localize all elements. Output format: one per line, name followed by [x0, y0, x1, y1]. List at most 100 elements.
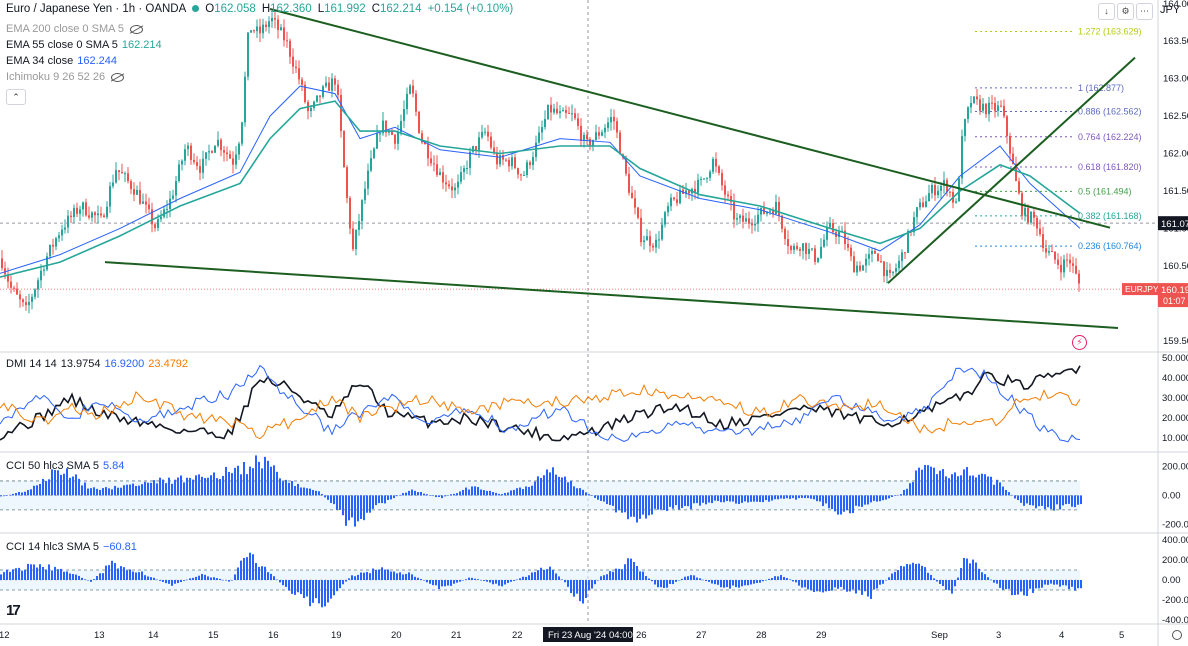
- cci-bar: [639, 571, 641, 580]
- cci-bar: [126, 484, 128, 496]
- candle-body: [1, 258, 3, 269]
- candle-body: [484, 131, 486, 133]
- legend-dmi[interactable]: DMI 14 14 13.9754 16.9200 23.4792: [6, 358, 189, 370]
- candle-body: [715, 158, 717, 167]
- legend-ema34[interactable]: EMA 34 close 162.244: [6, 55, 118, 67]
- candle-body: [541, 127, 543, 133]
- cci-bar: [954, 472, 956, 496]
- cci-bar: [747, 580, 749, 586]
- candle-body: [1063, 259, 1065, 273]
- cci-bar: [174, 479, 176, 496]
- cci-bar: [825, 580, 827, 592]
- candle-body: [274, 17, 276, 20]
- hidden-eye-icon[interactable]: [130, 24, 144, 34]
- cci-bar: [1050, 580, 1052, 584]
- cci-bar: [678, 580, 680, 581]
- candle-body: [580, 125, 582, 141]
- cci-bar: [909, 564, 911, 580]
- cci-bar: [870, 495, 872, 503]
- cci-bar: [165, 580, 167, 584]
- cci-bar: [768, 578, 770, 580]
- cci-bar: [210, 577, 212, 580]
- candle-body: [943, 180, 945, 186]
- more-icon[interactable]: ⋯: [1136, 3, 1153, 20]
- candle-body: [868, 254, 870, 259]
- candle-body: [139, 189, 141, 204]
- cci-bar: [273, 465, 275, 496]
- candle-body: [670, 197, 672, 207]
- cci-bar: [840, 580, 842, 587]
- candle-body: [460, 172, 462, 182]
- price-tick-label: 162.50: [1163, 111, 1188, 122]
- hidden-eye-icon[interactable]: [111, 72, 125, 82]
- cci-bar: [597, 580, 599, 581]
- candle-body: [289, 40, 291, 57]
- cci-bar: [219, 578, 221, 580]
- flash-icon[interactable]: ⚡: [1072, 335, 1087, 350]
- candle-body: [190, 145, 192, 160]
- candle-body: [109, 186, 111, 207]
- close-value: 162.214: [380, 3, 422, 15]
- open-value: 162.058: [214, 3, 256, 15]
- cci-bar: [921, 565, 923, 580]
- cci-bar: [3, 572, 5, 580]
- cci-bar: [642, 571, 644, 580]
- price-tick-label: 164.00: [1163, 0, 1188, 10]
- time-tick-label: 5: [1119, 630, 1124, 641]
- arrow-down-icon[interactable]: ↓: [1098, 3, 1115, 20]
- settings-icon[interactable]: ⚙: [1117, 3, 1134, 20]
- cci-bar: [630, 558, 632, 580]
- cci-bar: [288, 580, 290, 591]
- candle-body: [577, 118, 579, 126]
- cci-bar: [810, 495, 812, 499]
- cci-bar: [957, 476, 959, 496]
- cci-bar: [78, 575, 80, 580]
- cci-bar: [894, 571, 896, 580]
- cci-bar: [126, 570, 128, 580]
- candle-body: [76, 207, 78, 214]
- cci-bar: [804, 580, 806, 588]
- cci-bar: [447, 580, 449, 586]
- candle-body: [658, 239, 660, 241]
- legend-cci50[interactable]: CCI 50 hlc3 SMA 5 5.84: [6, 460, 125, 472]
- legend-cci14[interactable]: CCI 14 hlc3 SMA 5 −60.81: [6, 541, 137, 553]
- cci-bar: [483, 490, 485, 496]
- cci-bar: [648, 495, 650, 516]
- price-tick-label: 159.50: [1163, 336, 1188, 347]
- collapse-legend-button[interactable]: ⌃: [6, 89, 26, 105]
- cci-bar: [807, 495, 809, 499]
- candle-body: [115, 170, 117, 183]
- cci-bar: [318, 491, 320, 496]
- cci-bar: [744, 580, 746, 586]
- cci-bar: [669, 580, 671, 584]
- candle-body: [928, 193, 930, 202]
- cci-bar: [105, 565, 107, 580]
- fib-level-label: 0.236 (160.764): [1078, 241, 1142, 251]
- cci-bar: [987, 577, 989, 580]
- legend-ema55[interactable]: EMA 55 close 0 SMA 5 162.214: [6, 39, 162, 51]
- cci-bar: [351, 495, 353, 518]
- cci-bar: [390, 571, 392, 580]
- candle-body: [862, 265, 864, 271]
- cci-bar: [51, 469, 53, 496]
- cci-bar: [810, 580, 812, 591]
- cci-bar: [717, 580, 719, 585]
- symbol-title[interactable]: Euro / Japanese Yen · 1h · OANDA: [6, 3, 187, 15]
- cci-bar: [312, 580, 314, 603]
- cci-bar: [684, 495, 686, 506]
- cci-bar: [999, 580, 1001, 588]
- legend-ema200[interactable]: EMA 200 close 0 SMA 5: [6, 21, 144, 37]
- cci-bar: [93, 579, 95, 580]
- cci-bar: [15, 492, 17, 496]
- time-tick-label: 27: [696, 630, 707, 641]
- candle-body: [466, 168, 468, 170]
- cci-bar: [915, 470, 917, 496]
- cci-bar: [462, 580, 464, 581]
- legend-ichimoku[interactable]: Ichimoku 9 26 52 26: [6, 69, 125, 85]
- cci-bar: [414, 576, 416, 580]
- cci-bar: [291, 480, 293, 496]
- candle-body: [787, 239, 789, 247]
- cci-bar: [285, 479, 287, 496]
- cci-bar: [108, 488, 110, 496]
